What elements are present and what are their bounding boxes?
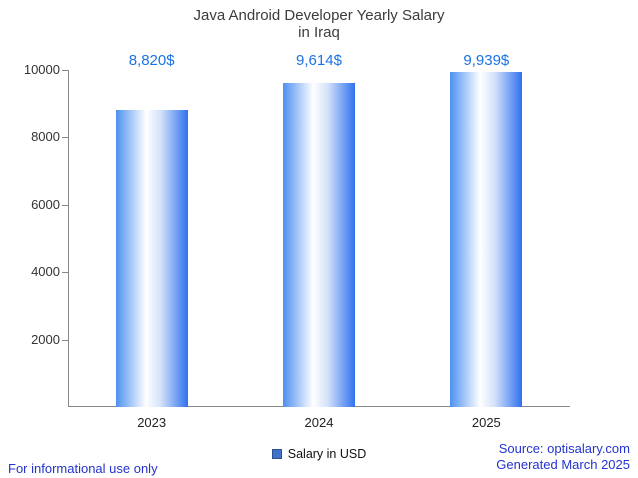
bar-2024 <box>283 83 355 407</box>
x-axis-label: 2023 <box>137 415 167 430</box>
bar-value-label: 8,820$ <box>128 52 175 69</box>
legend-marker <box>271 449 282 459</box>
bar-2023 <box>115 109 188 407</box>
bar-2025 <box>450 72 523 407</box>
x-axis-label: 2024 <box>304 415 334 430</box>
y-axis-tick-mark <box>62 339 68 341</box>
y-axis-tick-label: 10000 <box>23 62 60 77</box>
chart-title-line2: in Iraq <box>298 24 340 41</box>
y-axis-tick-label: 6000 <box>31 196 60 212</box>
disclaimer-text: For informational use only <box>8 461 158 476</box>
footer-source-block: Source: optisalary.com Generated March 2… <box>496 441 630 473</box>
bar-chart: 2000 4000 6000 8000 10000 8,820$ 2023 9,614$ 202… <box>0 52 638 438</box>
y-axis-tick-label: 4000 <box>31 264 60 280</box>
chart-title: Java Android Developer Yearly Salary in … <box>0 7 638 41</box>
source-link[interactable]: Source: optisalary.com <box>498 441 630 456</box>
chart-title-line1: Java Android Developer Yearly Salary <box>193 7 445 24</box>
y-axis-tick-label: 2000 <box>31 331 60 347</box>
legend-label: Salary in USD <box>287 447 367 461</box>
bar-value-label: 9,614$ <box>296 52 342 69</box>
y-axis-tick-label: 8000 <box>31 129 60 145</box>
x-axis-label: 2025 <box>471 415 501 430</box>
legend: Salary in USD <box>0 447 638 461</box>
generated-date: Generated March 2025 <box>496 457 630 472</box>
bar-value-label: 9,939$ <box>463 52 510 69</box>
y-axis-tick-mark <box>62 70 68 71</box>
y-axis-tick-mark <box>62 137 68 139</box>
y-axis-tick-mark <box>62 204 68 206</box>
y-axis-tick-mark <box>62 272 68 274</box>
